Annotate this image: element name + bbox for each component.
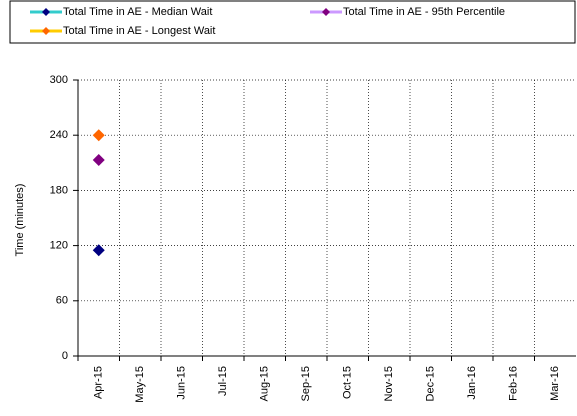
y-tick-label: 180 — [50, 184, 68, 196]
x-tick-label: Jun-15 — [176, 366, 188, 400]
x-tick-label: Sep-15 — [300, 366, 312, 401]
legend-label: Total Time in AE - 95th Percentile — [343, 6, 505, 18]
x-tick-label: Apr-15 — [93, 366, 105, 399]
legend-label: Total Time in AE - Longest Wait — [63, 25, 215, 37]
x-tick-label: Feb-16 — [508, 366, 520, 401]
y-tick-label: 0 — [62, 350, 68, 362]
y-tick-label: 120 — [50, 240, 68, 252]
x-tick-label: Mar-16 — [549, 366, 561, 401]
legend-box — [9, 0, 576, 44]
marker — [42, 27, 50, 35]
marker — [92, 244, 105, 257]
y-tick-label: 300 — [50, 74, 68, 86]
x-tick-label: Dec-15 — [425, 366, 437, 401]
x-tick-label: May-15 — [134, 366, 146, 403]
y-tick-label: 240 — [50, 129, 68, 141]
x-tick-label: Nov-15 — [383, 366, 395, 401]
y-tick-label: 60 — [56, 295, 68, 307]
marker — [322, 8, 330, 16]
marker — [92, 129, 105, 142]
x-tick-label: Jan-16 — [466, 366, 478, 400]
x-tick-label: Oct-15 — [342, 366, 354, 399]
marker — [42, 8, 50, 16]
y-axis-label: Time (minutes) — [14, 184, 26, 257]
marker — [92, 154, 105, 167]
legend-label: Total Time in AE - Median Wait — [63, 6, 212, 18]
x-tick-label: Aug-15 — [259, 366, 271, 401]
x-tick-label: Jul-15 — [217, 366, 229, 396]
